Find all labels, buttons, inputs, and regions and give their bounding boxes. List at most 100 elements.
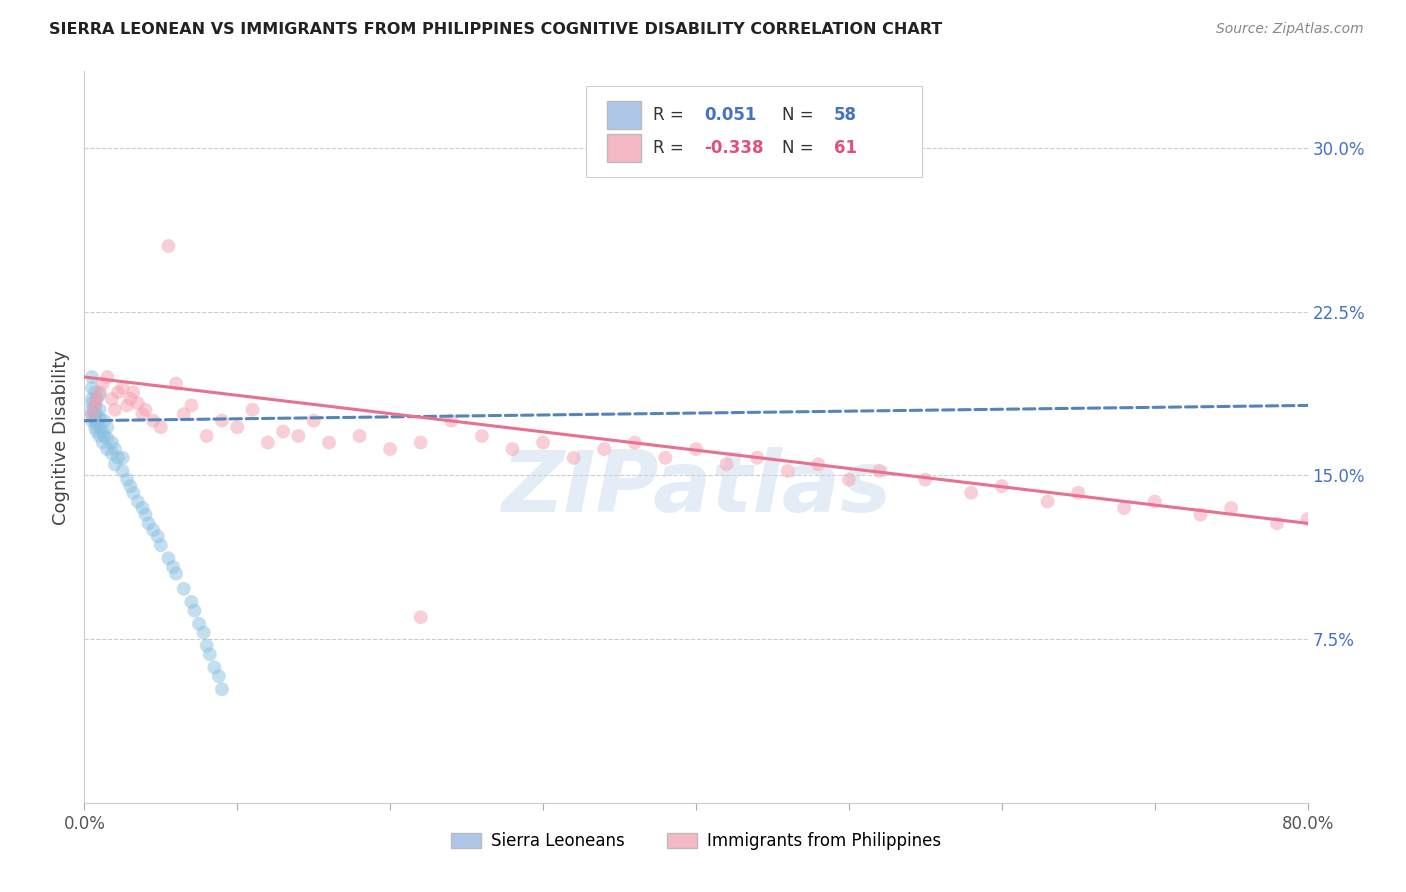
Point bbox=[89, 402, 111, 417]
Point bbox=[807, 458, 830, 472]
Point bbox=[747, 450, 769, 465]
Text: ZIPatlas: ZIPatlas bbox=[501, 447, 891, 530]
Point bbox=[93, 414, 115, 428]
Point bbox=[104, 402, 127, 417]
Point bbox=[685, 442, 707, 456]
Point bbox=[89, 429, 111, 443]
Point bbox=[193, 625, 215, 640]
Point bbox=[776, 464, 799, 478]
Y-axis label: Cognitive Disability: Cognitive Disability bbox=[52, 350, 70, 524]
Point bbox=[96, 370, 118, 384]
Point bbox=[138, 516, 160, 531]
Point bbox=[80, 402, 103, 417]
Point bbox=[96, 420, 118, 434]
Point bbox=[104, 458, 127, 472]
Point bbox=[869, 464, 891, 478]
Point bbox=[111, 464, 134, 478]
Point bbox=[188, 616, 211, 631]
Point bbox=[226, 420, 249, 434]
Point bbox=[111, 450, 134, 465]
Point bbox=[142, 523, 165, 537]
Text: -0.338: -0.338 bbox=[704, 139, 763, 157]
Point bbox=[1036, 494, 1059, 508]
Point bbox=[101, 392, 124, 406]
Point bbox=[89, 385, 111, 400]
Point bbox=[80, 381, 103, 395]
Point bbox=[531, 435, 554, 450]
Point bbox=[115, 399, 138, 413]
Point bbox=[135, 508, 157, 522]
Point bbox=[142, 414, 165, 428]
Point bbox=[960, 485, 983, 500]
Point bbox=[502, 442, 524, 456]
Text: R =: R = bbox=[654, 106, 689, 124]
Point bbox=[131, 407, 153, 421]
FancyBboxPatch shape bbox=[606, 135, 641, 162]
Point bbox=[593, 442, 616, 456]
Point bbox=[115, 473, 138, 487]
Point bbox=[149, 420, 172, 434]
Point bbox=[198, 648, 221, 662]
Point bbox=[195, 429, 218, 443]
Point bbox=[93, 429, 115, 443]
Point bbox=[111, 381, 134, 395]
Point bbox=[91, 425, 114, 439]
Point bbox=[149, 538, 172, 552]
Point bbox=[271, 425, 294, 439]
Point bbox=[165, 566, 187, 581]
Point bbox=[165, 376, 187, 391]
Text: 61: 61 bbox=[834, 139, 858, 157]
Point bbox=[318, 435, 340, 450]
Point bbox=[91, 435, 114, 450]
Point bbox=[127, 396, 149, 410]
Point bbox=[716, 458, 738, 472]
Point bbox=[122, 485, 145, 500]
Text: 0.051: 0.051 bbox=[704, 106, 756, 124]
Point bbox=[96, 431, 118, 445]
Point bbox=[302, 414, 325, 428]
Point bbox=[86, 425, 108, 439]
Point bbox=[211, 682, 233, 697]
Point bbox=[183, 604, 205, 618]
Point bbox=[157, 551, 180, 566]
Point bbox=[80, 407, 103, 421]
Point bbox=[127, 494, 149, 508]
Point bbox=[131, 501, 153, 516]
Point bbox=[86, 416, 108, 430]
Point bbox=[101, 435, 124, 450]
Text: 58: 58 bbox=[834, 106, 858, 124]
Point bbox=[122, 385, 145, 400]
Point bbox=[1143, 494, 1166, 508]
Point bbox=[84, 420, 107, 434]
Point bbox=[86, 392, 108, 406]
Point bbox=[914, 473, 936, 487]
Text: Source: ZipAtlas.com: Source: ZipAtlas.com bbox=[1216, 22, 1364, 37]
Point bbox=[162, 560, 184, 574]
Point bbox=[84, 399, 107, 413]
Point bbox=[89, 411, 111, 425]
FancyBboxPatch shape bbox=[606, 102, 641, 129]
Point bbox=[89, 420, 111, 434]
Point bbox=[208, 669, 231, 683]
Point bbox=[80, 407, 103, 421]
Point bbox=[120, 479, 142, 493]
Point bbox=[173, 407, 195, 421]
Point bbox=[287, 429, 309, 443]
Point bbox=[84, 385, 107, 400]
FancyBboxPatch shape bbox=[586, 86, 922, 178]
Point bbox=[257, 435, 280, 450]
Point bbox=[89, 387, 111, 401]
Point bbox=[80, 396, 103, 410]
Text: R =: R = bbox=[654, 139, 689, 157]
Text: SIERRA LEONEAN VS IMMIGRANTS FROM PHILIPPINES COGNITIVE DISABILITY CORRELATION C: SIERRA LEONEAN VS IMMIGRANTS FROM PHILIP… bbox=[49, 22, 942, 37]
Point bbox=[84, 407, 107, 421]
Point bbox=[838, 473, 860, 487]
Point bbox=[180, 595, 202, 609]
Point bbox=[84, 414, 107, 428]
Point bbox=[562, 450, 585, 465]
Point bbox=[440, 414, 463, 428]
Point bbox=[86, 392, 108, 406]
Point bbox=[211, 414, 233, 428]
Point bbox=[202, 660, 225, 674]
Text: N =: N = bbox=[782, 139, 818, 157]
